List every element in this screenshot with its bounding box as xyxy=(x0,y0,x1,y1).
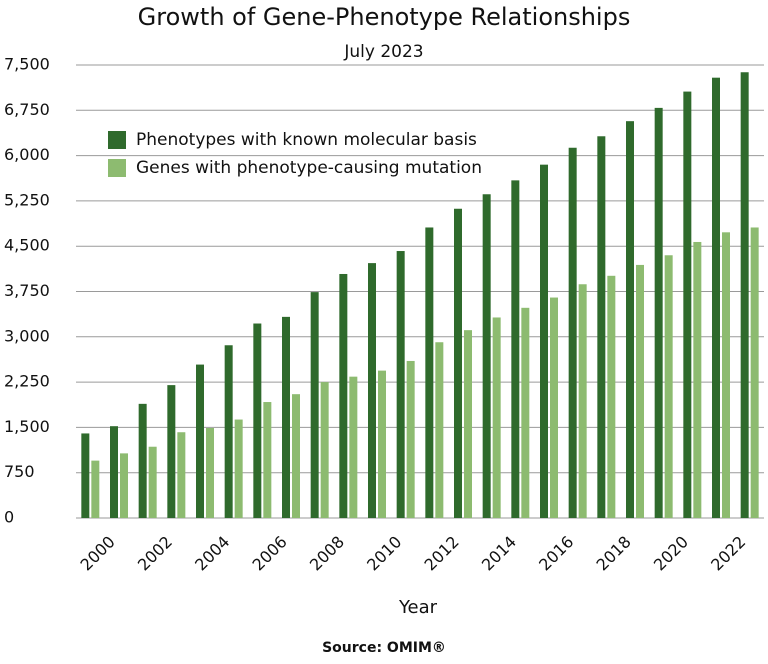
bar xyxy=(177,432,186,518)
bar xyxy=(654,107,663,518)
y-tick-label: 0 xyxy=(4,508,14,527)
legend-swatch xyxy=(108,131,126,149)
bar xyxy=(310,292,319,518)
bar xyxy=(292,394,300,518)
y-tick-label: 750 xyxy=(4,462,35,481)
bar xyxy=(320,382,329,518)
x-tick-label: 2012 xyxy=(421,532,463,574)
bar xyxy=(138,403,147,518)
bar xyxy=(454,208,462,518)
bar xyxy=(378,370,386,518)
bar xyxy=(683,91,692,519)
x-tick-label: 2002 xyxy=(134,532,176,574)
y-tick-label: 3,750 xyxy=(4,281,50,300)
y-tick-label: 7,500 xyxy=(4,55,50,74)
source: Source: OMIM® xyxy=(322,640,446,656)
y-tick-label: 3,000 xyxy=(4,326,50,345)
x-tick-label: 2018 xyxy=(593,532,635,574)
bar xyxy=(626,121,634,518)
legend-label: Genes with phenotype-causing mutation xyxy=(136,158,482,178)
bar xyxy=(597,136,606,518)
bar xyxy=(540,164,548,518)
bar xyxy=(750,227,759,518)
y-tick-label: 2,250 xyxy=(4,372,50,391)
y-tick-label: 6,750 xyxy=(4,100,50,119)
bar xyxy=(464,330,472,518)
y-tick-label: 6,000 xyxy=(4,145,50,164)
bar xyxy=(740,72,749,519)
bar xyxy=(148,446,157,518)
bar xyxy=(282,316,290,518)
bar xyxy=(206,428,214,518)
x-tick-label: 2006 xyxy=(249,532,291,574)
bar xyxy=(568,147,577,519)
x-tick-label: 2020 xyxy=(650,532,692,574)
bar xyxy=(81,433,90,518)
x-tick-label: 2010 xyxy=(363,532,405,574)
x-tick-label: 2008 xyxy=(306,532,348,574)
legend-label: Phenotypes with known molecular basis xyxy=(136,130,477,150)
x-axis-label: Year xyxy=(398,597,438,618)
x-tick-label: 2016 xyxy=(535,532,577,574)
bar xyxy=(396,251,405,519)
bar xyxy=(339,273,348,518)
bar xyxy=(91,460,100,518)
bar xyxy=(636,264,644,518)
bar xyxy=(253,323,262,518)
bar xyxy=(234,419,243,518)
bar xyxy=(263,402,272,518)
bar xyxy=(120,453,128,518)
bar xyxy=(368,263,376,518)
chart-title: Growth of Gene-Phenotype Relationships xyxy=(138,3,631,31)
bar xyxy=(607,275,616,518)
x-tick-label: 2004 xyxy=(191,532,233,574)
bar xyxy=(712,77,720,519)
legend-swatch xyxy=(108,159,126,177)
x-tick-label: 2014 xyxy=(478,532,520,574)
bar xyxy=(482,194,491,519)
bar xyxy=(578,284,587,518)
bar xyxy=(521,307,530,518)
bar xyxy=(425,227,434,518)
bar xyxy=(492,317,501,518)
bar xyxy=(349,376,358,518)
bar xyxy=(435,342,444,518)
bar xyxy=(511,180,520,518)
bar xyxy=(406,360,415,518)
y-tick-label: 5,250 xyxy=(4,190,50,209)
bar xyxy=(722,232,730,519)
bar xyxy=(110,426,118,518)
x-tick-label: 2000 xyxy=(77,532,119,574)
bar xyxy=(196,364,204,518)
bar xyxy=(693,241,702,519)
chart-subtitle: July 2023 xyxy=(343,42,423,62)
bar xyxy=(224,345,233,518)
x-tick-label: 2022 xyxy=(707,532,749,574)
bar xyxy=(664,255,673,518)
bar xyxy=(550,297,558,518)
y-tick-label: 4,500 xyxy=(4,236,50,255)
y-tick-label: 1,500 xyxy=(4,417,50,436)
bar xyxy=(167,385,176,518)
